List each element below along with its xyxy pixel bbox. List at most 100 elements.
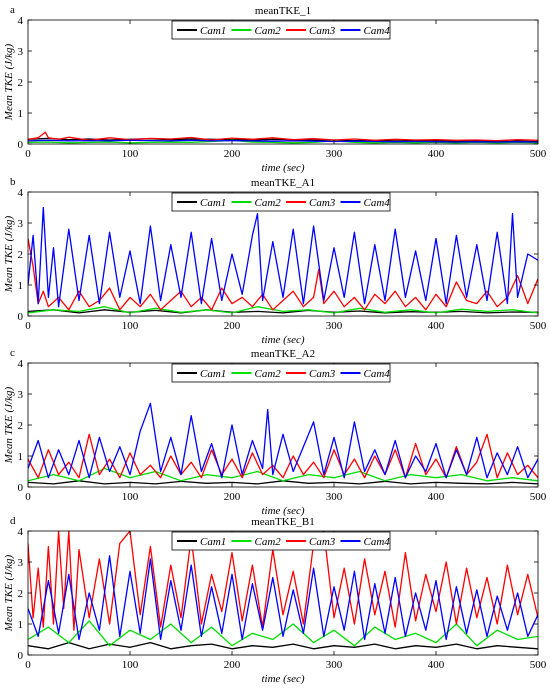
x-tick-label: 400 bbox=[428, 320, 445, 332]
legend-box bbox=[171, 20, 391, 40]
legend-box bbox=[171, 363, 391, 383]
series-line-cam2 bbox=[28, 139, 538, 144]
legend-label-cam4: Cam4 bbox=[364, 536, 391, 548]
y-tick-label: 4 bbox=[18, 187, 24, 199]
x-tick-label: 400 bbox=[428, 148, 445, 160]
y-tick-label: 1 bbox=[18, 108, 24, 120]
panel-label: b bbox=[10, 176, 16, 188]
legend-box bbox=[171, 531, 391, 551]
legend-label-cam3: Cam3 bbox=[309, 536, 336, 548]
y-tick-label: 2 bbox=[18, 77, 24, 89]
y-axis-label: Mean TKE (J/kg) bbox=[3, 43, 15, 121]
legend-label-cam1: Cam1 bbox=[200, 25, 226, 37]
legend-label-cam4: Cam4 bbox=[364, 25, 391, 37]
x-tick-label: 400 bbox=[428, 659, 445, 671]
chart-title: meanTKE_A2 bbox=[251, 348, 315, 360]
chart-title: meanTKE_B1 bbox=[251, 516, 315, 528]
y-tick-label: 0 bbox=[18, 482, 24, 494]
legend-box bbox=[171, 192, 391, 212]
y-tick-label: 0 bbox=[18, 650, 24, 662]
chart-title: meanTKE_A1 bbox=[251, 177, 315, 189]
y-tick-label: 2 bbox=[18, 420, 24, 432]
x-tick-label: 100 bbox=[122, 148, 139, 160]
series-group bbox=[28, 206, 538, 314]
x-tick-label: 200 bbox=[224, 659, 241, 671]
series-line-cam4 bbox=[28, 206, 538, 308]
x-tick-label: 300 bbox=[326, 491, 343, 503]
y-tick-label: 4 bbox=[18, 15, 24, 27]
y-tick-label: 4 bbox=[18, 526, 24, 538]
legend: Cam1 Cam2 Cam3 Cam4 bbox=[171, 192, 391, 212]
y-tick-label: 2 bbox=[18, 249, 24, 261]
y-tick-label: 3 bbox=[18, 46, 24, 58]
legend: Cam1 Cam2 Cam3 Cam4 bbox=[171, 363, 391, 383]
x-tick-label: 400 bbox=[428, 491, 445, 503]
series-line-cam1 bbox=[28, 309, 538, 314]
y-axis-label: Mean TKE (J/kg) bbox=[3, 554, 15, 632]
x-tick-label: 300 bbox=[326, 659, 343, 671]
legend-label-cam3: Cam3 bbox=[309, 197, 336, 209]
y-axis-label: Mean TKE (J/kg) bbox=[3, 386, 15, 464]
x-tick-label: 200 bbox=[224, 491, 241, 503]
panel-label: a bbox=[10, 4, 15, 16]
y-tick-label: 2 bbox=[18, 588, 24, 600]
series-line-cam1 bbox=[28, 137, 538, 143]
series-line-cam1 bbox=[28, 641, 538, 650]
x-tick-label: 500 bbox=[530, 659, 547, 671]
series-group bbox=[28, 531, 538, 650]
legend: Cam1 Cam2 Cam3 Cam4 bbox=[171, 20, 391, 40]
x-axis-label: time (sec) bbox=[261, 162, 304, 174]
series-line-cam2 bbox=[28, 306, 538, 314]
panel-label: c bbox=[10, 347, 15, 359]
x-tick-label: 100 bbox=[122, 659, 139, 671]
series-line-cam3 bbox=[28, 433, 538, 479]
legend-label-cam4: Cam4 bbox=[364, 197, 391, 209]
x-axis-label: time (sec) bbox=[261, 673, 304, 685]
series-line-cam3 bbox=[28, 531, 538, 631]
y-tick-label: 0 bbox=[18, 311, 24, 323]
legend-label-cam1: Cam1 bbox=[200, 536, 226, 548]
legend-label-cam2: Cam2 bbox=[255, 536, 282, 548]
x-tick-label: 0 bbox=[25, 320, 31, 332]
x-axis-label: time (sec) bbox=[261, 334, 304, 346]
x-tick-label: 100 bbox=[122, 491, 139, 503]
series-line-cam3 bbox=[28, 131, 538, 142]
legend-label-cam4: Cam4 bbox=[364, 368, 391, 380]
y-tick-label: 1 bbox=[18, 619, 24, 631]
legend-label-cam2: Cam2 bbox=[255, 197, 282, 209]
x-tick-label: 500 bbox=[530, 491, 547, 503]
panel-label: d bbox=[10, 515, 16, 527]
x-tick-label: 100 bbox=[122, 320, 139, 332]
legend: Cam1 Cam2 Cam3 Cam4 bbox=[171, 531, 391, 551]
x-tick-label: 0 bbox=[25, 491, 31, 503]
y-axis-label: Mean TKE (J/kg) bbox=[3, 215, 15, 293]
series-group bbox=[28, 131, 538, 144]
legend-label-cam3: Cam3 bbox=[309, 368, 336, 380]
legend-label-cam2: Cam2 bbox=[255, 368, 282, 380]
series-line-cam3 bbox=[28, 238, 538, 311]
y-tick-label: 1 bbox=[18, 280, 24, 292]
x-tick-label: 500 bbox=[530, 320, 547, 332]
series-line-cam2 bbox=[28, 467, 538, 482]
y-tick-label: 0 bbox=[18, 139, 24, 151]
y-tick-label: 3 bbox=[18, 557, 24, 569]
series-line-cam4 bbox=[28, 555, 538, 641]
y-tick-label: 4 bbox=[18, 358, 24, 370]
y-tick-label: 3 bbox=[18, 389, 24, 401]
x-tick-label: 0 bbox=[25, 148, 31, 160]
x-tick-label: 200 bbox=[224, 320, 241, 332]
x-tick-label: 300 bbox=[326, 148, 343, 160]
y-tick-label: 1 bbox=[18, 451, 24, 463]
x-tick-label: 200 bbox=[224, 148, 241, 160]
legend-label-cam3: Cam3 bbox=[309, 25, 336, 37]
series-line-cam4 bbox=[28, 402, 538, 479]
y-tick-label: 3 bbox=[18, 218, 24, 230]
chart-title: meanTKE_1 bbox=[255, 5, 311, 17]
x-tick-label: 500 bbox=[530, 148, 547, 160]
legend-label-cam1: Cam1 bbox=[200, 197, 226, 209]
